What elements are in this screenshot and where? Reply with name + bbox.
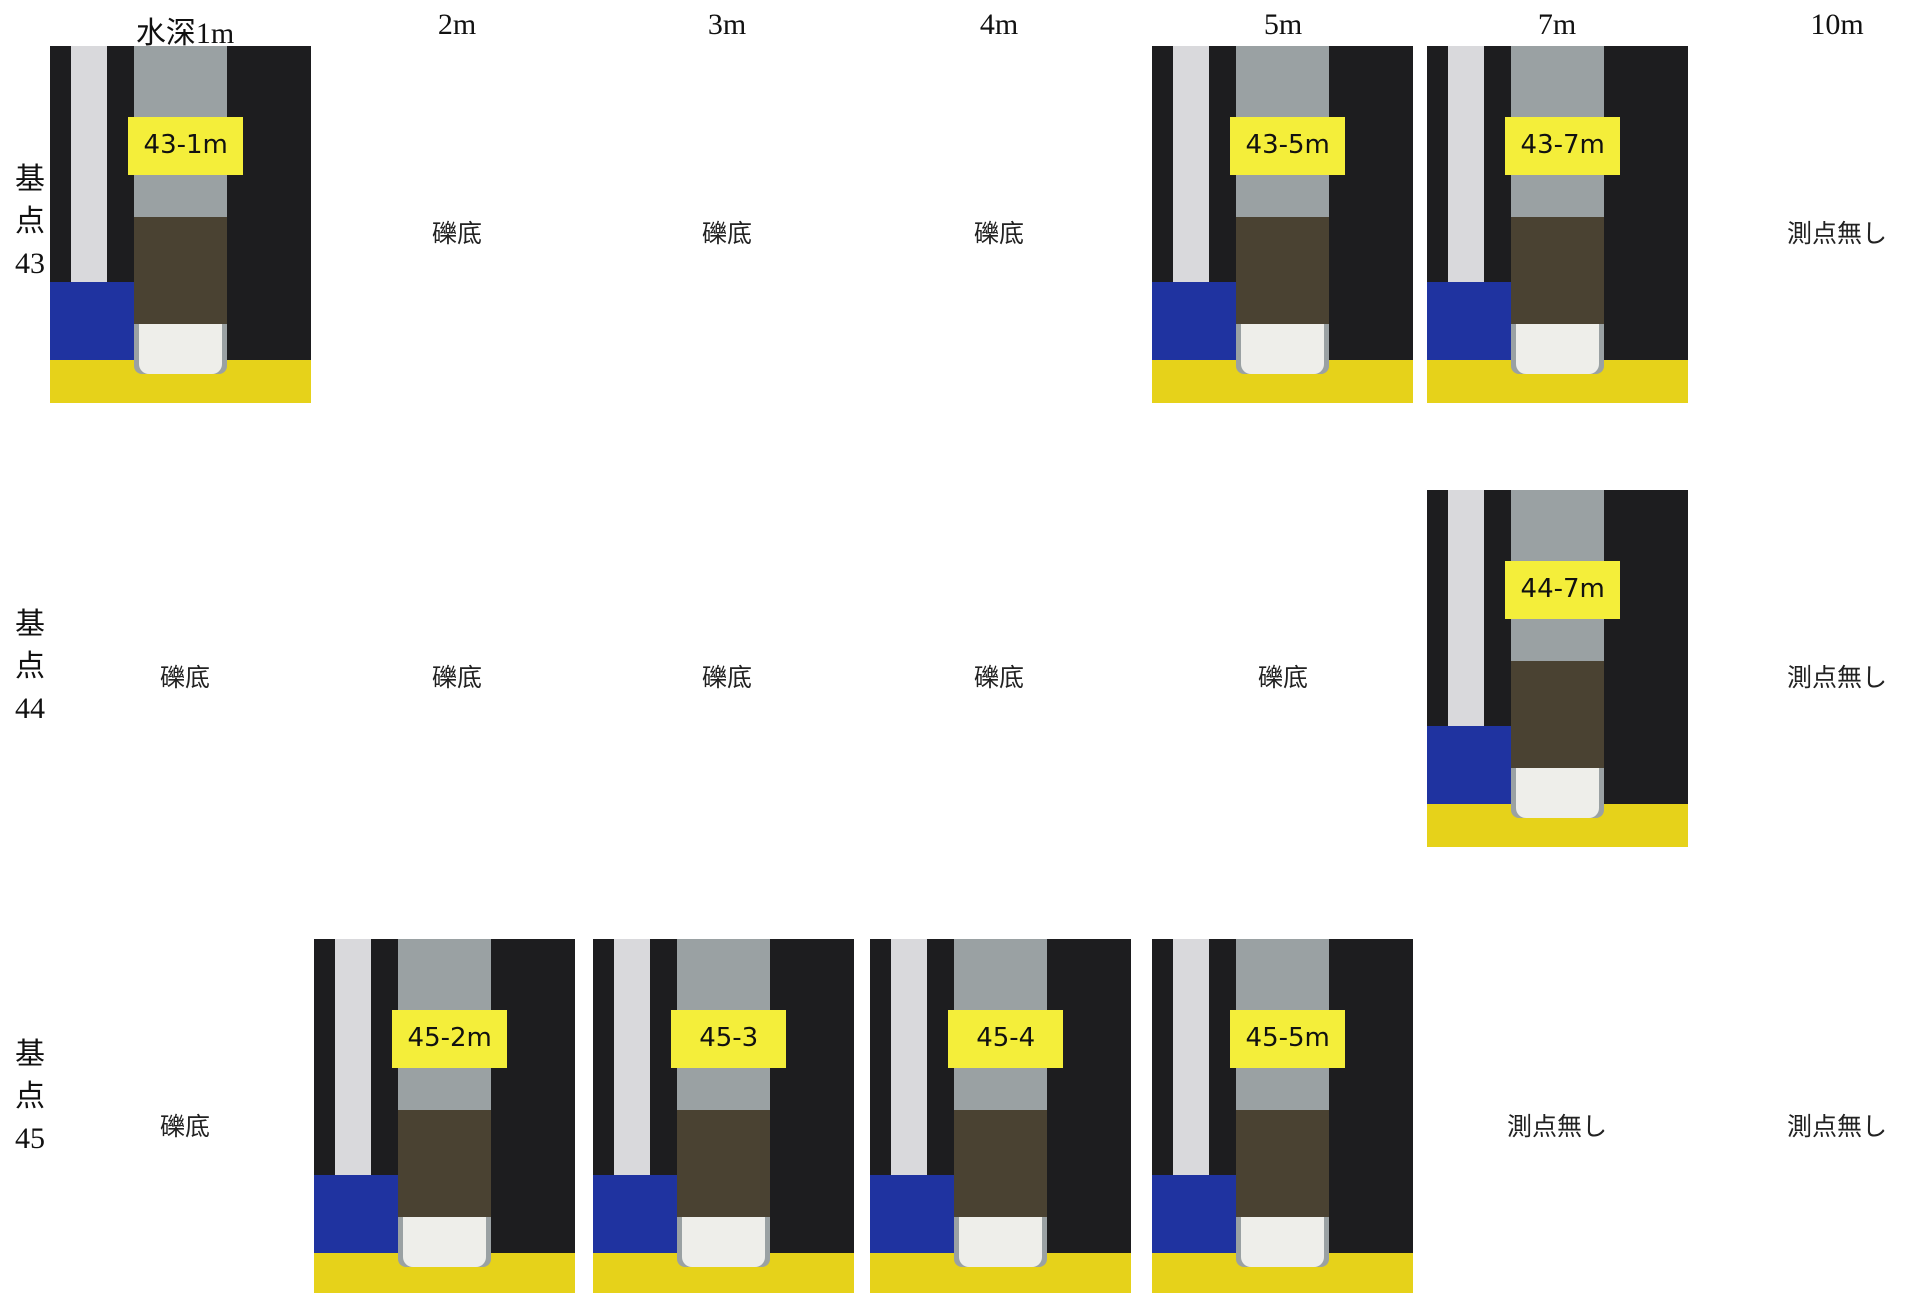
row-label: 基 [15, 163, 45, 196]
sample-tag: 45-5m [1230, 1010, 1346, 1068]
cell-text: 礫底 [701, 219, 752, 248]
cell-text: 礫底 [973, 663, 1024, 692]
row-label: 基 [15, 608, 45, 641]
photo-part [1515, 768, 1600, 819]
sample-photo: 45-2m [314, 939, 575, 1293]
row-label: 基 [15, 1038, 45, 1071]
sample-photo: 45-4 [870, 939, 1131, 1293]
photo-part [1510, 661, 1605, 769]
photo-part [1235, 217, 1330, 325]
photo-part [890, 939, 928, 1189]
sample-photo: 45-5m [1152, 939, 1413, 1293]
sample-tag: 44-7m [1505, 561, 1621, 619]
sample-photo: 43-7m [1427, 46, 1688, 403]
cell-text: 測点無し [1786, 219, 1887, 248]
row-label: 点 [15, 1080, 45, 1113]
photo-part [1510, 217, 1605, 325]
photo-part [1235, 1110, 1330, 1218]
column-header: 4m [979, 8, 1019, 41]
sample-photo: 43-1m [50, 46, 311, 403]
photo-part [1447, 490, 1485, 740]
cell-text: 測点無し [1506, 1112, 1607, 1141]
column-header: 5m [1263, 8, 1303, 41]
photo-part [958, 1217, 1043, 1268]
sample-photo: 44-7m [1427, 490, 1688, 847]
row-label: 44 [15, 692, 45, 725]
photo-part [397, 1110, 492, 1218]
sample-photo: 43-5m [1152, 46, 1413, 403]
sample-tag: 45-2m [392, 1010, 508, 1068]
column-header: 7m [1537, 8, 1577, 41]
photo-part [402, 1217, 487, 1268]
row-label: 点 [15, 205, 45, 238]
column-header: 2m [437, 8, 477, 41]
photo-part [133, 217, 228, 325]
cell-text: 測点無し [1786, 1112, 1887, 1141]
row-label: 点 [15, 650, 45, 683]
photo-part [334, 939, 372, 1189]
cell-text: 礫底 [1257, 663, 1308, 692]
sample-tag: 43-7m [1505, 117, 1621, 175]
row-label: 45 [15, 1122, 45, 1155]
row-label: 43 [15, 247, 45, 280]
sample-tag: 43-5m [1230, 117, 1346, 175]
cell-text: 礫底 [701, 663, 752, 692]
sample-tag: 45-4 [948, 1010, 1064, 1068]
photo-part [1172, 46, 1210, 296]
cell-text: 礫底 [159, 663, 210, 692]
cell-text: 礫底 [159, 1112, 210, 1141]
photo-part [953, 1110, 1048, 1218]
column-header: 水深1m [135, 17, 235, 50]
photo-part [1172, 939, 1210, 1189]
column-header: 10m [1810, 8, 1864, 41]
photo-part [681, 1217, 766, 1268]
cell-text: 礫底 [973, 219, 1024, 248]
photo-part [1515, 324, 1600, 375]
photo-part [676, 1110, 771, 1218]
photo-part [138, 324, 223, 375]
sample-photo: 45-3 [593, 939, 854, 1293]
sample-tag: 43-1m [128, 117, 244, 175]
column-header: 3m [707, 8, 747, 41]
photo-part [1447, 46, 1485, 296]
photo-part [613, 939, 651, 1189]
photo-part [70, 46, 108, 296]
cell-text: 測点無し [1786, 663, 1887, 692]
photo-part [1240, 324, 1325, 375]
cell-text: 礫底 [431, 663, 482, 692]
sample-tag: 45-3 [671, 1010, 787, 1068]
cell-text: 礫底 [431, 219, 482, 248]
photo-part [1240, 1217, 1325, 1268]
